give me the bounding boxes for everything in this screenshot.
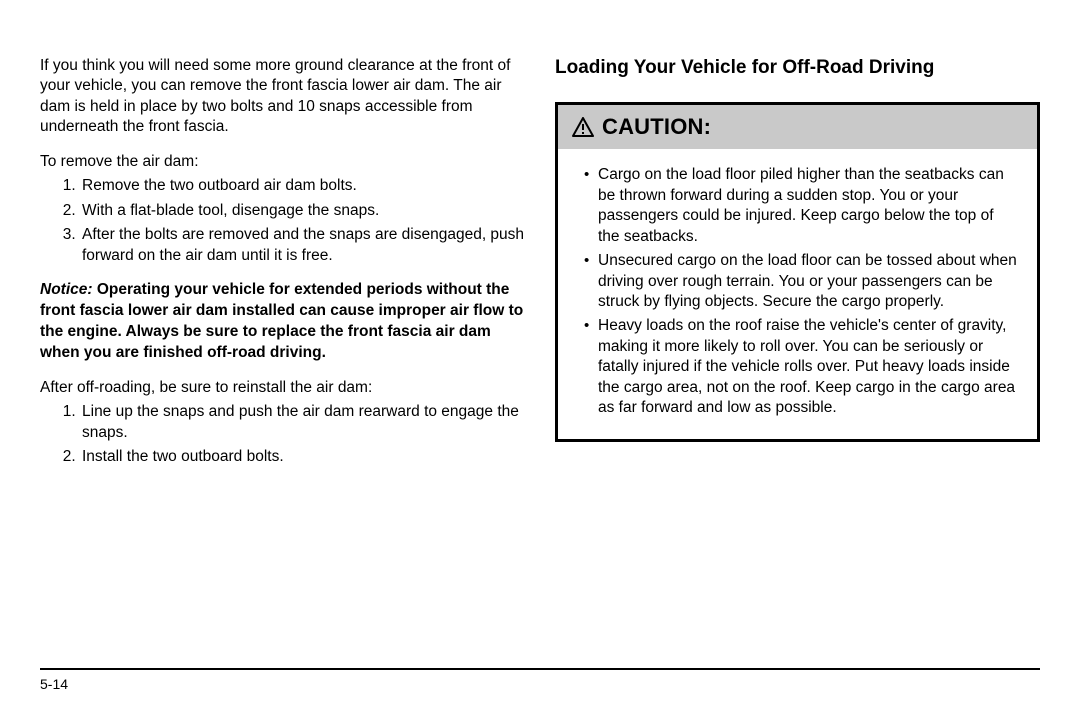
reinstall-lead: After off-roading, be sure to reinstall … — [40, 378, 525, 398]
list-item: Remove the two outboard air dam bolts. — [80, 176, 525, 196]
page-number: 5-14 — [40, 676, 1040, 692]
remove-steps-list: Remove the two outboard air dam bolts. W… — [40, 176, 525, 266]
caution-body: Cargo on the load floor piled higher tha… — [558, 149, 1037, 438]
page-footer: 5-14 — [40, 668, 1040, 692]
caution-box: CAUTION: Cargo on the load floor piled h… — [555, 102, 1040, 441]
caution-header: CAUTION: — [558, 105, 1037, 149]
list-item: Cargo on the load floor piled higher tha… — [578, 165, 1017, 247]
notice-body: Operating your vehicle for extended peri… — [40, 281, 523, 361]
manual-page: If you think you will need some more gro… — [0, 0, 1080, 720]
list-item: After the bolts are removed and the snap… — [80, 225, 525, 266]
remove-lead: To remove the air dam: — [40, 152, 525, 172]
list-item: Line up the snaps and push the air dam r… — [80, 402, 525, 443]
list-item: Heavy loads on the roof raise the vehicl… — [578, 316, 1017, 418]
section-heading: Loading Your Vehicle for Off-Road Drivin… — [555, 56, 1040, 80]
list-item: With a flat-blade tool, disengage the sn… — [80, 201, 525, 221]
warning-triangle-icon — [572, 117, 594, 137]
two-column-layout: If you think you will need some more gro… — [40, 56, 1040, 482]
list-item: Unsecured cargo on the load floor can be… — [578, 251, 1017, 312]
caution-bullet-list: Cargo on the load floor piled higher tha… — [578, 165, 1017, 418]
notice-label: Notice: — [40, 281, 93, 298]
right-column: Loading Your Vehicle for Off-Road Drivin… — [555, 56, 1040, 482]
list-item: Install the two outboard bolts. — [80, 447, 525, 467]
footer-rule — [40, 668, 1040, 670]
reinstall-steps-list: Line up the snaps and push the air dam r… — [40, 402, 525, 467]
notice-paragraph: Notice: Operating your vehicle for exten… — [40, 280, 525, 364]
caution-title: CAUTION: — [602, 114, 711, 140]
left-column: If you think you will need some more gro… — [40, 56, 525, 482]
intro-paragraph: If you think you will need some more gro… — [40, 56, 525, 138]
